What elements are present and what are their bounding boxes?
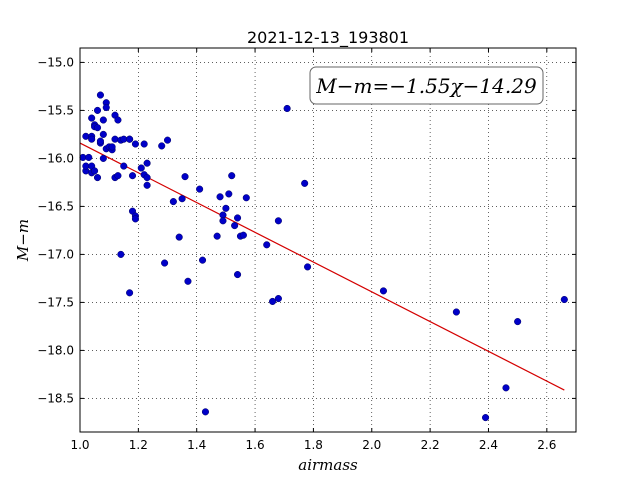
data-point bbox=[93, 124, 102, 132]
data-point bbox=[379, 287, 387, 295]
data-point bbox=[219, 217, 227, 225]
y-tick-label: −15.0 bbox=[37, 55, 74, 69]
data-point bbox=[222, 204, 230, 212]
axis-ticks: 1.0 1.2 1.4 1.6 1.8 2.0 2.2 2.4 2.6 −15.0 −15.5 −16… bbox=[37, 48, 576, 452]
data-point bbox=[126, 135, 134, 143]
data-point bbox=[131, 140, 139, 148]
data-point bbox=[114, 172, 122, 180]
y-tick-label: −18.0 bbox=[37, 343, 74, 357]
data-point bbox=[274, 217, 282, 225]
x-tick-label: 1.2 bbox=[129, 438, 148, 452]
data-point bbox=[274, 295, 282, 303]
data-point bbox=[452, 308, 460, 316]
data-point bbox=[117, 250, 125, 258]
x-tick-label: 2.2 bbox=[421, 438, 440, 452]
y-tick-label: −16.5 bbox=[37, 199, 74, 213]
data-point bbox=[99, 116, 107, 124]
data-point bbox=[120, 162, 128, 170]
y-axis-label: M−m bbox=[14, 219, 32, 262]
x-tick-label: 2.6 bbox=[537, 438, 556, 452]
grid-lines bbox=[80, 48, 576, 432]
data-point bbox=[263, 241, 271, 249]
x-axis-label: airmass bbox=[298, 456, 358, 474]
x-tick-label: 1.8 bbox=[304, 438, 323, 452]
data-point bbox=[143, 159, 151, 167]
chart-title: 2021-12-13_193801 bbox=[247, 28, 409, 48]
data-point bbox=[196, 185, 204, 193]
annotation-box bbox=[309, 66, 544, 105]
data-point bbox=[175, 233, 183, 241]
data-point bbox=[242, 194, 250, 202]
data-point bbox=[502, 384, 510, 392]
data-point bbox=[99, 154, 107, 162]
data-point bbox=[239, 231, 247, 239]
data-point bbox=[96, 137, 104, 145]
data-point bbox=[269, 297, 277, 305]
data-point bbox=[114, 116, 122, 124]
data-point bbox=[482, 414, 490, 422]
data-point bbox=[201, 408, 210, 416]
x-tick-label: 1.6 bbox=[246, 438, 265, 452]
data-point bbox=[108, 143, 116, 151]
data-points bbox=[79, 91, 568, 422]
data-point bbox=[96, 91, 104, 99]
data-point bbox=[181, 173, 189, 181]
data-point bbox=[126, 289, 134, 297]
data-point bbox=[198, 256, 207, 264]
data-point bbox=[213, 232, 221, 240]
data-point bbox=[111, 135, 119, 143]
data-point bbox=[143, 174, 151, 182]
data-point bbox=[140, 140, 148, 148]
y-tick-label: −17.5 bbox=[37, 295, 74, 309]
data-point bbox=[93, 106, 102, 114]
data-point bbox=[88, 114, 96, 122]
data-point bbox=[225, 190, 233, 198]
data-point bbox=[169, 198, 177, 206]
data-point bbox=[158, 142, 166, 150]
data-point bbox=[178, 195, 186, 203]
fit-equation: M−m=−1.55χ−14.29 bbox=[315, 74, 537, 98]
data-point bbox=[216, 193, 224, 201]
data-point bbox=[560, 295, 568, 304]
data-point bbox=[283, 104, 291, 113]
data-point bbox=[137, 164, 145, 172]
fit-line-group bbox=[79, 142, 565, 391]
data-point bbox=[301, 179, 309, 187]
data-point bbox=[184, 277, 192, 285]
data-point bbox=[228, 172, 236, 180]
data-point bbox=[234, 214, 242, 222]
data-point bbox=[231, 222, 239, 230]
x-tick-label: 1.0 bbox=[70, 438, 89, 452]
data-point bbox=[143, 181, 151, 189]
data-point bbox=[93, 174, 102, 182]
x-tick-label: 2.4 bbox=[479, 438, 498, 452]
data-point bbox=[234, 271, 242, 279]
data-point bbox=[514, 318, 522, 326]
y-tick-label: −15.5 bbox=[37, 103, 74, 117]
data-point bbox=[88, 135, 96, 143]
data-point bbox=[163, 136, 172, 144]
data-point bbox=[304, 263, 312, 271]
y-tick-label: −18.5 bbox=[37, 391, 74, 405]
data-point bbox=[131, 215, 139, 223]
fit-annotation-box: M−m=−1.55χ−14.29 bbox=[309, 66, 544, 105]
data-point bbox=[102, 103, 110, 112]
y-tick-label: −16.0 bbox=[37, 151, 74, 165]
data-point bbox=[99, 130, 107, 138]
data-point bbox=[91, 167, 99, 175]
x-tick-label: 2.0 bbox=[362, 438, 381, 452]
x-tick-label: 1.4 bbox=[187, 438, 206, 452]
plot-frame bbox=[79, 47, 577, 433]
data-point bbox=[85, 153, 93, 161]
data-point bbox=[161, 259, 169, 267]
y-tick-label: −17.0 bbox=[37, 247, 74, 261]
fit-line bbox=[79, 142, 565, 391]
data-point bbox=[128, 172, 137, 180]
